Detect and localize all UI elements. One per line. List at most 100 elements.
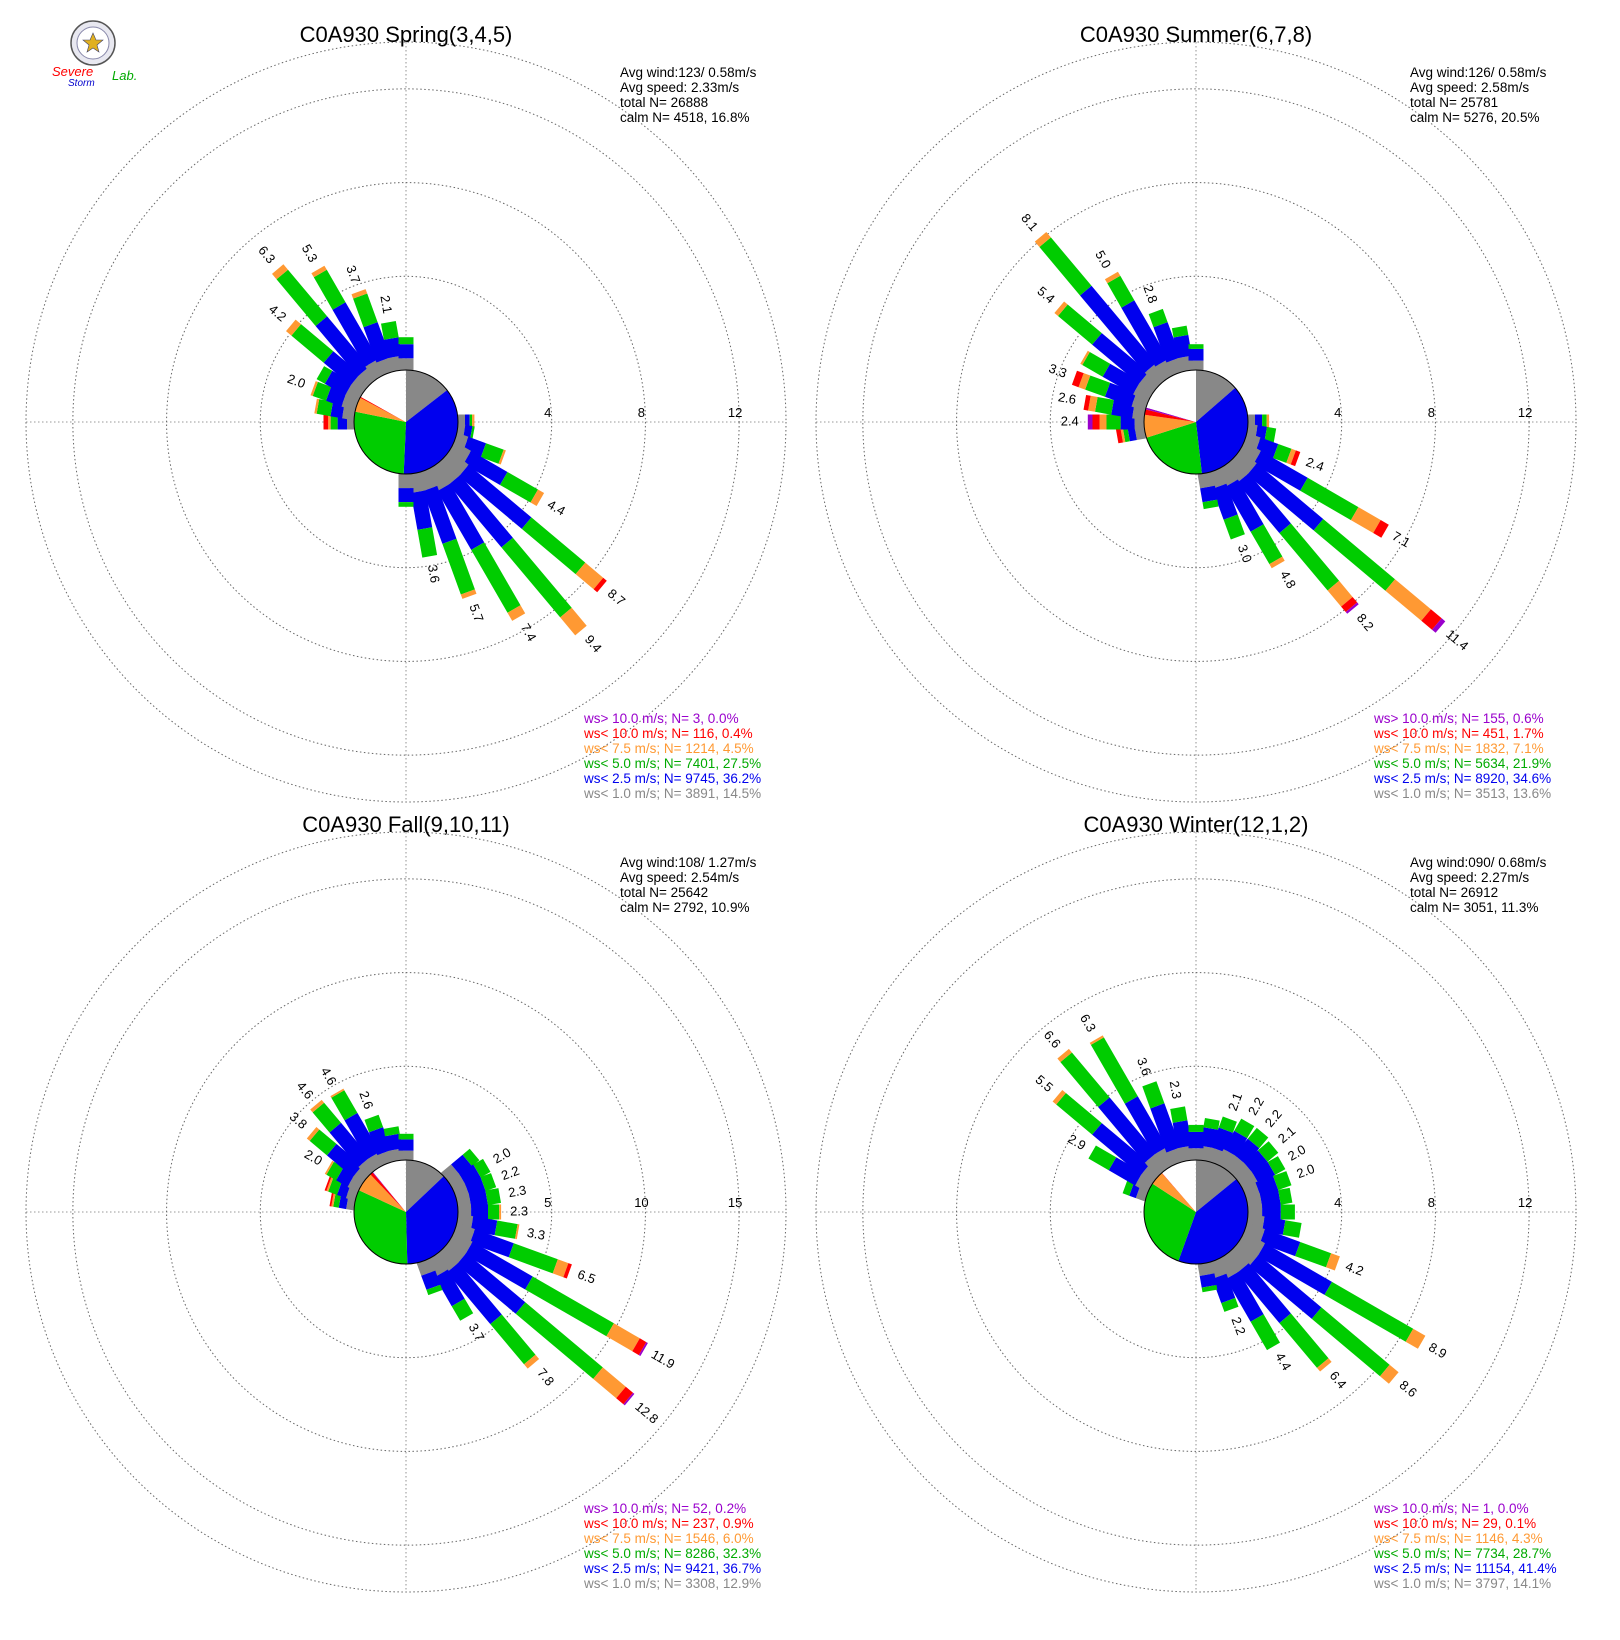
bar-segment: [575, 562, 604, 590]
bar-segment: [328, 414, 331, 430]
bar-label: 7.4: [518, 621, 540, 644]
ring-label: 5: [544, 1195, 551, 1210]
bar-label: 5.5: [1033, 1072, 1056, 1095]
bar-label: 4.2: [266, 301, 289, 324]
bar-segment: [593, 1367, 626, 1399]
bar-label: 3.7: [343, 263, 363, 285]
bar-segment: [1224, 479, 1264, 532]
bar-segment: [1098, 1097, 1157, 1163]
ring: [72, 88, 740, 756]
bar-label: 2.6: [1057, 389, 1077, 407]
legend-entry: ws< 5.0 m/s; N= 7734, 28.7%: [1373, 1546, 1551, 1561]
sector-bar: [398, 337, 414, 370]
bar-segment: [1257, 1243, 1332, 1295]
bar-segment: [469, 426, 475, 442]
bar-segment: [1088, 1145, 1117, 1171]
legend-entry: ws< 10.0 m/s; N= 116, 0.4%: [583, 726, 753, 741]
bar-segment: [1253, 450, 1308, 491]
bar-segment: [485, 1188, 501, 1206]
pie-slice: [1196, 1160, 1237, 1212]
bar-segment: [1317, 1358, 1332, 1372]
bar-segment: [494, 1220, 518, 1239]
bar-segment: [1223, 1130, 1248, 1157]
bar-label: 7.8: [534, 1365, 557, 1388]
ring: [166, 182, 646, 662]
bar-segment: [480, 1173, 497, 1191]
bar-label: 5.7: [466, 602, 486, 624]
bar-segment: [1432, 618, 1446, 633]
legend-entry: ws< 1.0 m/s; N= 3891, 14.5%: [583, 786, 761, 801]
bar-segment: [1054, 301, 1068, 316]
bar-segment: [323, 351, 361, 386]
bar-label: 4.8: [1277, 568, 1299, 591]
bar-segment: [313, 269, 346, 310]
bar-segment: [1153, 322, 1181, 363]
legend-entry: ws< 2.5 m/s; N= 9745, 36.2%: [583, 771, 761, 786]
pie-slice: [1143, 414, 1196, 438]
pie-slice: [1145, 407, 1196, 422]
bar-segment: [552, 1259, 569, 1278]
bar-segment: [329, 1191, 334, 1207]
stat-line: Avg wind:123/ 0.58m/s: [620, 65, 757, 80]
sector-bar: [1223, 1247, 1332, 1372]
bar-segment: [272, 264, 288, 280]
bar-segment: [314, 398, 320, 414]
pie-slice: [372, 1171, 406, 1212]
bar-segment: [616, 1386, 633, 1405]
bar-label: 8.6: [1397, 1377, 1420, 1400]
bar-segment: [1056, 1093, 1102, 1135]
bar-segment: [1327, 580, 1353, 607]
sector-bar: [1071, 370, 1150, 412]
bar-segment: [1095, 397, 1114, 415]
bar-segment: [312, 381, 332, 401]
bar-segment: [499, 1204, 502, 1220]
ring: [166, 972, 646, 1452]
stat-line: Avg wind:126/ 0.58m/s: [1410, 65, 1547, 80]
legend-entry: ws< 2.5 m/s; N= 11154, 41.4%: [1373, 1561, 1557, 1576]
pie-slice: [353, 411, 406, 474]
bar-segment: [1324, 1281, 1414, 1342]
bar-segment: [1290, 450, 1301, 467]
bar-label: 8.9: [1426, 1339, 1449, 1361]
bar-segment: [309, 1129, 337, 1156]
bar-segment: [1090, 1037, 1138, 1104]
bar-label: 2.8: [1140, 283, 1160, 305]
bar-segment: [1188, 344, 1204, 349]
bar-segment: [1280, 1204, 1295, 1220]
bar-segment: [1223, 1247, 1249, 1273]
ring-label: 12: [728, 405, 742, 420]
pie-slice: [1152, 1173, 1196, 1212]
bar-label: 6.3: [1077, 1011, 1099, 1034]
bar-segment: [632, 1338, 647, 1356]
bar-segment: [433, 1247, 459, 1273]
bar-segment: [410, 490, 433, 530]
bar-segment: [1278, 1187, 1293, 1205]
pie-slice: [1146, 370, 1196, 422]
pie-outline: [1143, 369, 1249, 475]
bar-segment: [423, 485, 457, 544]
bar-segment: [1172, 1120, 1192, 1149]
legend-entry: ws< 5.0 m/s; N= 8286, 32.3%: [583, 1546, 761, 1561]
stat-line: total N= 26912: [1410, 885, 1498, 900]
ring-label: 4: [1334, 1195, 1341, 1210]
bar-segment: [333, 1192, 342, 1208]
sector-bar: [1052, 1090, 1161, 1185]
bar-segment: [460, 589, 477, 599]
bar-label: 2.2: [499, 1163, 521, 1183]
bar-segment: [1243, 1150, 1268, 1174]
bar-segment: [1120, 414, 1135, 430]
bar-segment: [465, 1241, 533, 1290]
bar-segment: [1266, 414, 1270, 430]
bar-label: 2.3: [507, 1182, 527, 1200]
wind-rose-panel: 5 10 152.02.22.32.33.36.511.912.87.83.72.0…: [25, 812, 787, 1593]
bar-segment: [312, 1102, 341, 1133]
bar-segment: [1286, 448, 1296, 465]
bar-segment: [1124, 1096, 1168, 1155]
bar-label: 3.8: [287, 1109, 310, 1132]
ring: [862, 878, 1530, 1546]
sector-bar: [447, 1231, 648, 1356]
bar-segment: [1034, 232, 1051, 247]
bar-segment: [1199, 1273, 1217, 1288]
sector-bar: [1034, 232, 1169, 387]
bar-segment: [1326, 1253, 1340, 1271]
